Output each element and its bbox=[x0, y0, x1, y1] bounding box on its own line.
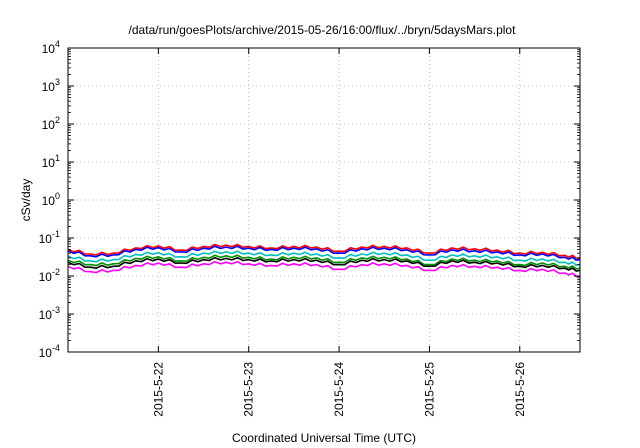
grid bbox=[68, 48, 580, 352]
series-line-5 bbox=[67, 256, 581, 272]
y-tick-label: 100 bbox=[42, 191, 60, 208]
x-axis-label: Coordinated Universal Time (UTC) bbox=[232, 431, 416, 445]
y-tick-label: 10-1 bbox=[39, 229, 60, 246]
y-tick-label: 102 bbox=[42, 115, 60, 132]
x-tick-label: 2015-5-24 bbox=[332, 362, 346, 417]
x-tick-label: 2015-5-25 bbox=[422, 362, 436, 417]
y-axis-label: cSv/day bbox=[19, 179, 33, 222]
series-line-3 bbox=[67, 250, 581, 266]
series-line-4 bbox=[67, 254, 581, 270]
y-tick-label: 10-2 bbox=[39, 267, 60, 284]
y-tick-label: 103 bbox=[42, 77, 60, 94]
x-tick-label: 2015-5-23 bbox=[242, 362, 256, 417]
x-tick-label: 2015-5-26 bbox=[513, 362, 527, 417]
y-tick-label: 101 bbox=[42, 153, 60, 170]
y-tick-label: 10-3 bbox=[39, 305, 60, 322]
axes: 10-4 10-3 10-2 10-1 100 101 102 103 104 2015-5-22… bbox=[39, 39, 580, 417]
y-tick-label: 10-4 bbox=[39, 343, 60, 360]
series-line-1 bbox=[67, 243, 581, 260]
series-line-6 bbox=[67, 260, 581, 278]
y-tick-label: 104 bbox=[42, 39, 60, 56]
series-group bbox=[67, 243, 581, 278]
series-line-2 bbox=[67, 245, 581, 261]
chart-title: /data/run/goesPlots/archive/2015-05-26/1… bbox=[129, 23, 517, 37]
x-tick-label: 2015-5-22 bbox=[151, 362, 165, 417]
